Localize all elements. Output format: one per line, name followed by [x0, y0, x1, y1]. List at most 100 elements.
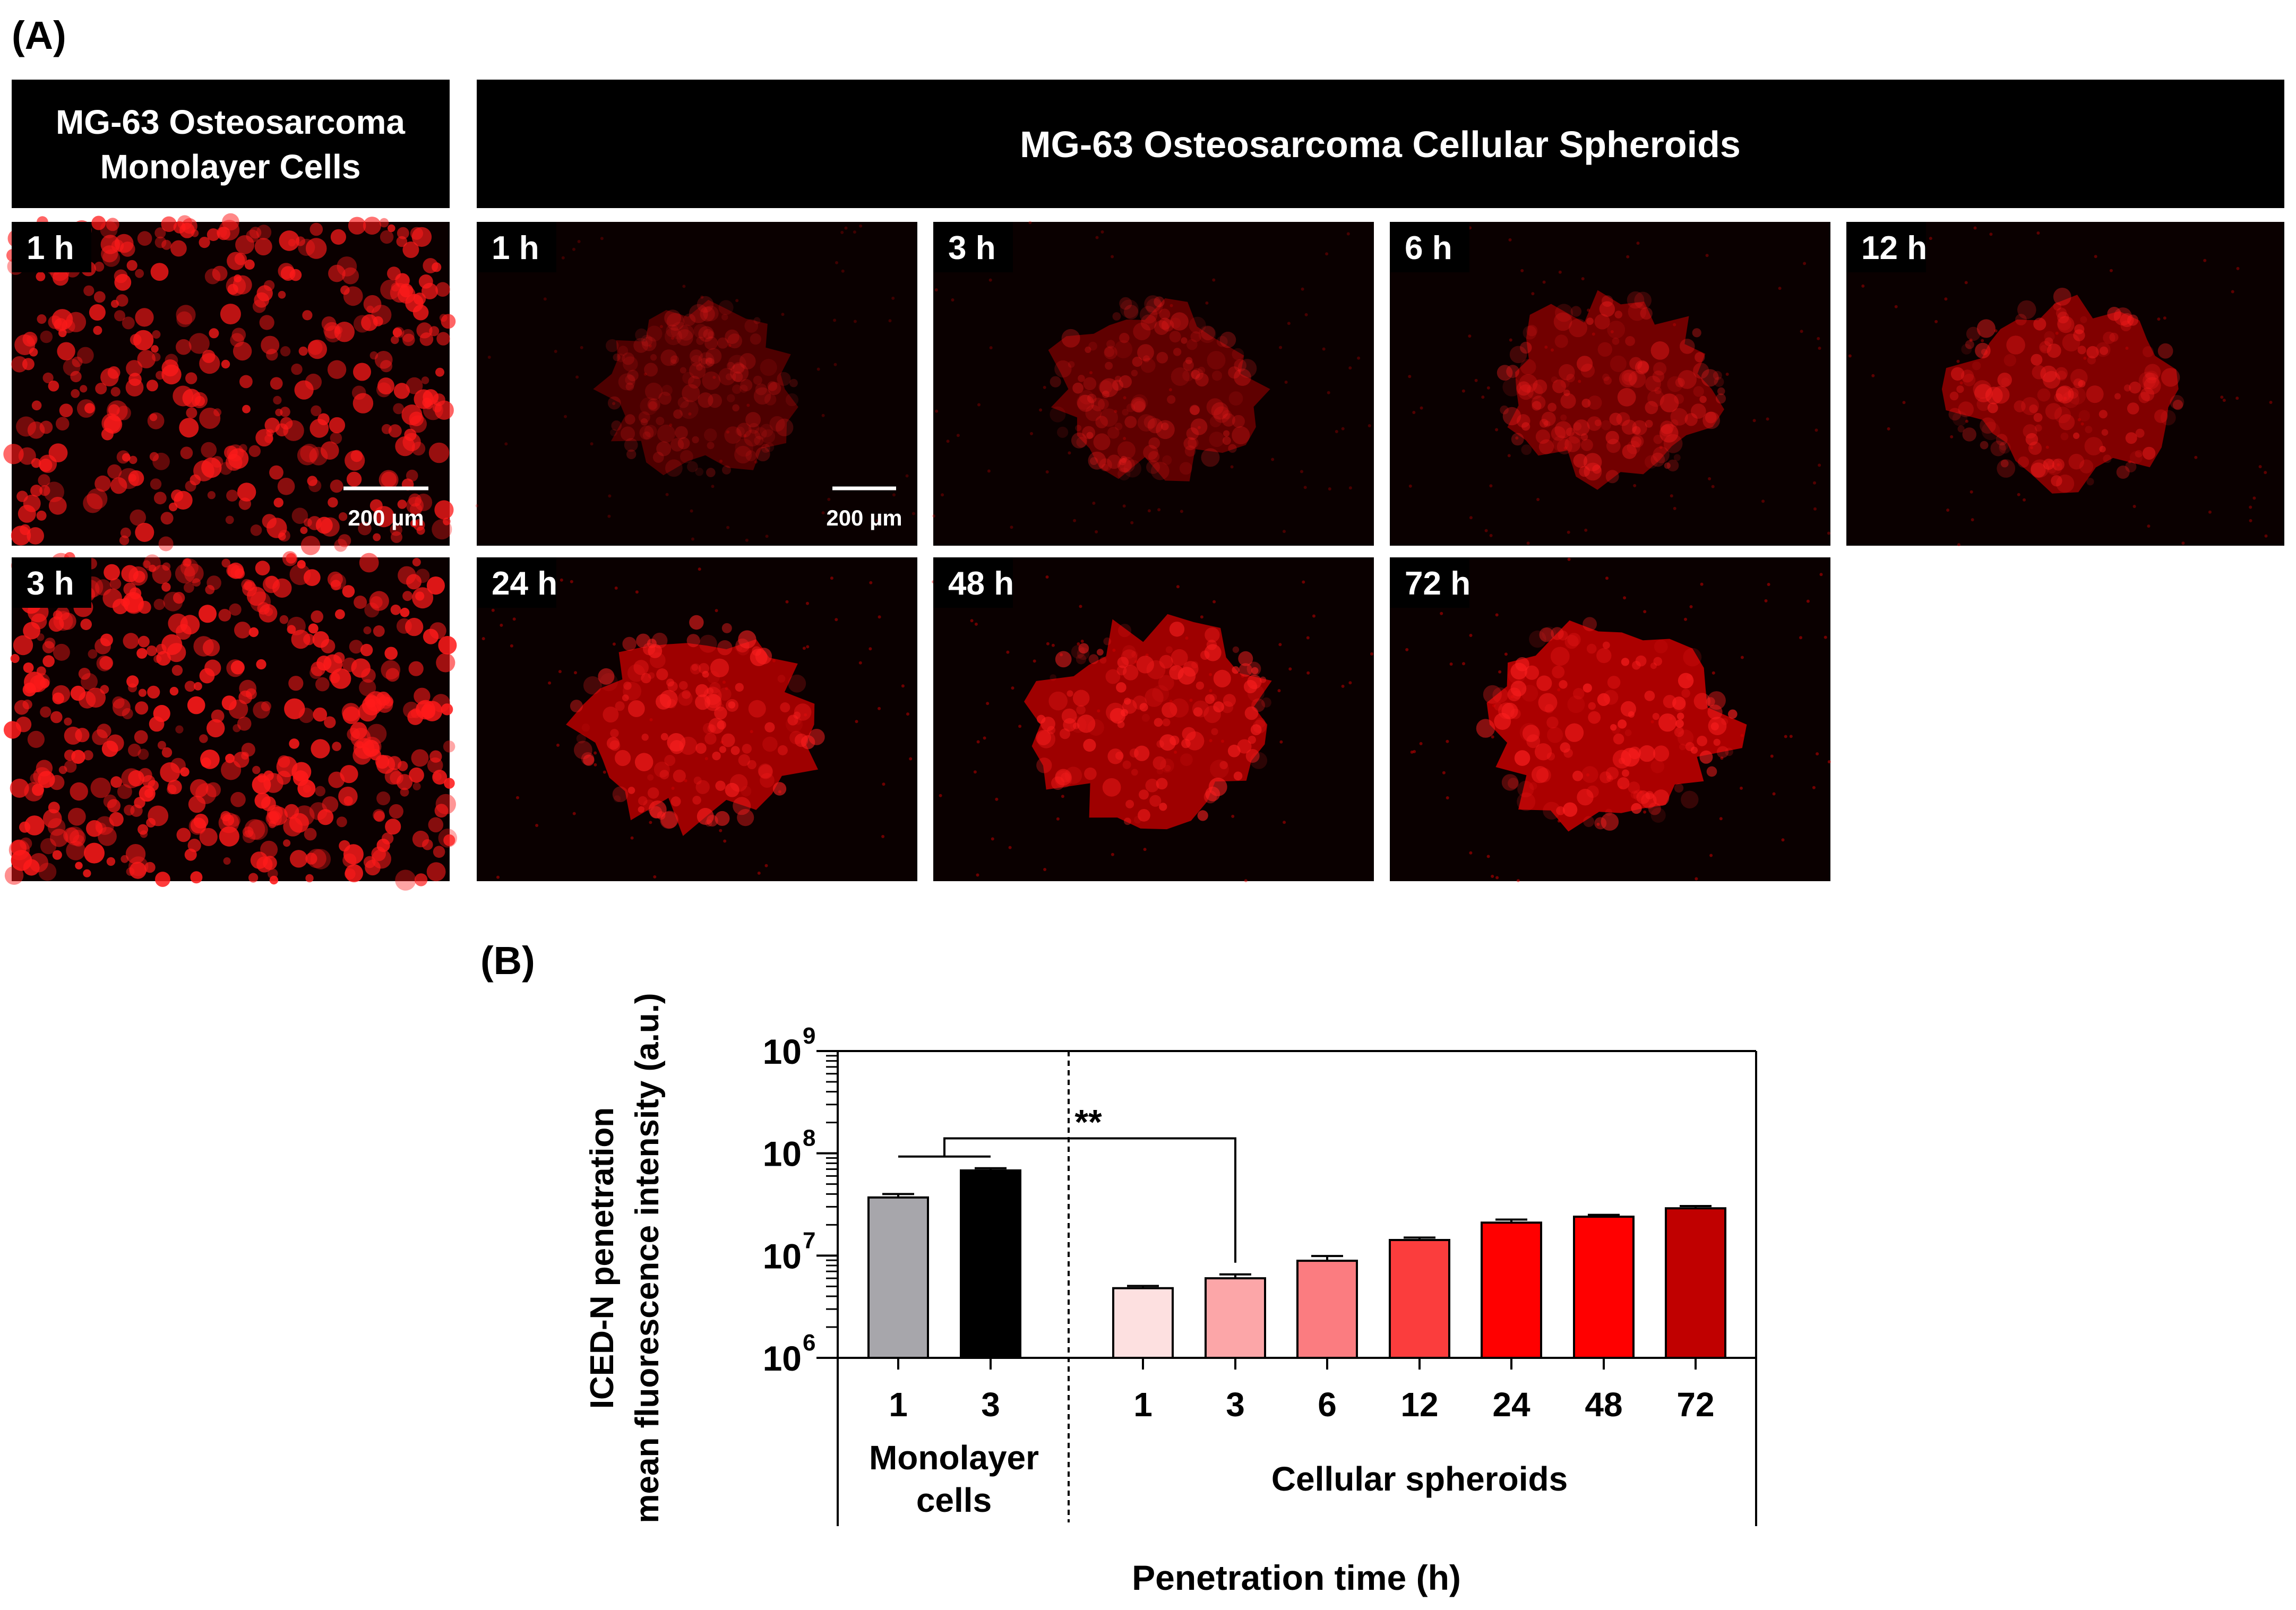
cell [434, 500, 454, 520]
cell [207, 228, 220, 242]
cell [354, 596, 367, 609]
cell [40, 330, 53, 343]
cell [278, 263, 295, 279]
cell [309, 666, 322, 679]
cell [94, 475, 111, 492]
cell [183, 582, 194, 593]
x-tick-label: 6 [1318, 1385, 1337, 1424]
cell [406, 377, 423, 394]
cell [284, 698, 305, 720]
cell [247, 820, 268, 840]
cell [128, 743, 141, 757]
y-axis-label-line1: ICED-N penetration [584, 1107, 621, 1409]
y-tick-label: 10 [763, 1134, 802, 1174]
cell [106, 218, 119, 231]
cell [114, 310, 125, 322]
cell [90, 777, 111, 798]
cell [436, 653, 455, 673]
cell [275, 408, 283, 417]
y-tick-exponent: 6 [803, 1330, 815, 1356]
cell [27, 527, 44, 545]
group-label-monolayer-line2: cells [916, 1481, 992, 1519]
cell [426, 576, 445, 595]
spheroid-time-label-bg [1846, 222, 1926, 272]
cell [432, 262, 442, 272]
cell [92, 729, 108, 745]
cell [146, 645, 157, 656]
cell [237, 717, 252, 731]
spheroid-header: MG-63 Osteosarcoma Cellular Spheroids [1020, 124, 1741, 165]
cell [107, 464, 122, 479]
y-tick-exponent: 8 [803, 1125, 815, 1151]
cell [381, 424, 392, 434]
monolayer-time-label-bg [12, 557, 91, 608]
cell [393, 403, 405, 415]
cell [128, 566, 148, 586]
cell [142, 775, 156, 788]
cell [418, 274, 433, 289]
cell [140, 830, 148, 838]
cell [147, 685, 160, 699]
cell [273, 497, 283, 507]
monolayer-header-box [12, 80, 450, 208]
cell [248, 445, 261, 457]
cell [122, 453, 131, 462]
cell [128, 455, 137, 464]
cell [399, 283, 414, 298]
cell [263, 576, 280, 593]
cell [402, 333, 415, 346]
y-tick-exponent: 9 [803, 1023, 815, 1049]
cell [308, 623, 319, 634]
cell [361, 314, 378, 331]
cell [71, 389, 80, 398]
cell [149, 414, 158, 421]
cell [396, 618, 412, 634]
cell [100, 220, 118, 238]
cell [146, 380, 158, 392]
cell [261, 796, 276, 812]
spheroid-image: 6 h [1390, 222, 1830, 546]
cell [438, 636, 457, 655]
cell [419, 332, 434, 346]
cell [249, 227, 262, 239]
cell [398, 566, 416, 585]
cell [112, 696, 125, 709]
cell [42, 655, 55, 667]
cell [373, 809, 385, 821]
cell [48, 380, 59, 392]
cell [443, 518, 451, 526]
cell [84, 403, 95, 414]
cell [161, 747, 173, 758]
cell [177, 215, 192, 230]
cell [411, 442, 426, 456]
cell [176, 305, 196, 325]
cell [201, 442, 217, 458]
cell [413, 292, 426, 305]
x-tick-label: 12 [1400, 1385, 1438, 1424]
cell [137, 350, 156, 368]
cell [112, 698, 131, 717]
cell [187, 839, 201, 853]
cell [380, 230, 394, 244]
cell [309, 222, 323, 236]
cell [221, 359, 230, 369]
bar [1389, 1238, 1450, 1359]
cell [439, 314, 448, 322]
cell [199, 828, 218, 846]
cell [255, 561, 270, 576]
cell [190, 779, 209, 798]
cell [13, 635, 33, 656]
cell [151, 345, 159, 353]
x-tick-label: 1 [889, 1385, 908, 1424]
cell [126, 260, 137, 271]
cell [327, 360, 347, 379]
monolayer-header-line1: MG-63 Osteosarcoma [56, 103, 405, 141]
cell [283, 420, 304, 441]
cell [315, 677, 330, 692]
cell [27, 421, 45, 439]
cell [160, 762, 180, 782]
cell [400, 607, 410, 617]
spheroid-body [1941, 295, 2179, 494]
cell [83, 285, 94, 296]
cell [395, 436, 415, 457]
